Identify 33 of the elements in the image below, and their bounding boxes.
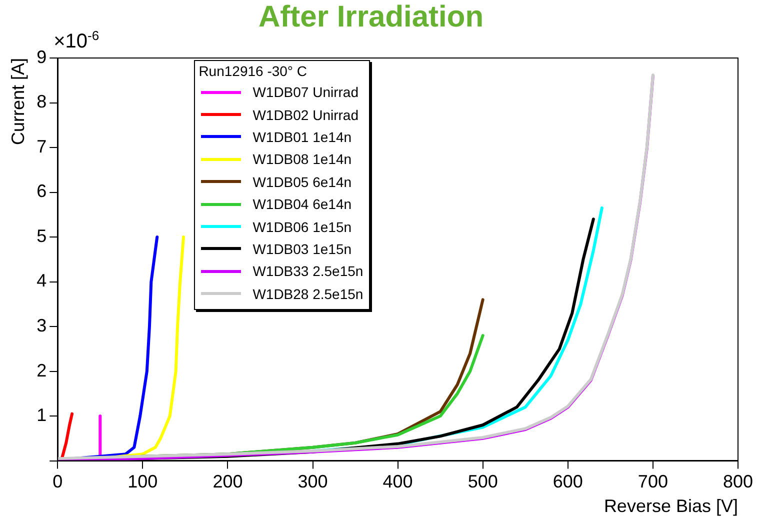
y-tick-label: 1 (36, 405, 47, 426)
x-axis-title: Reverse Bias [V] (604, 496, 738, 516)
legend-label: W1DB33 2.5e15n (252, 263, 364, 280)
y-tick-label: 7 (36, 136, 47, 156)
legend-label: W1DB07 Unirrad (252, 84, 359, 100)
text: ×10$^{-6}$ (54, 28, 100, 54)
legend-label: W1DB02 Unirrad (252, 106, 359, 123)
legend-label: W1DB28 2.5e15n (252, 286, 364, 302)
x-tick-label: 200 (212, 472, 243, 492)
legend-title: Run12916 -30° C (198, 63, 308, 79)
y-tick-label: 6 (36, 181, 47, 202)
x-tick-label: 300 (298, 472, 328, 492)
y-axis-title: Current [A] (8, 58, 28, 146)
x-tick-label: 700 (638, 472, 668, 492)
legend-label: W1DB05 6e14n (252, 174, 352, 190)
legend-label: W1DB06 1e15n (252, 218, 352, 235)
x-tick-label: 800 (722, 472, 754, 492)
y-tick-label: 4 (36, 270, 47, 291)
x-tick-label: 600 (552, 472, 583, 492)
y-tick-label: 3 (36, 316, 47, 336)
chart-title: After Irradiation (258, 0, 484, 34)
y-tick-label: 9 (36, 46, 47, 67)
legend-label: W1DB04 6e14n (252, 196, 352, 212)
x-tick-label: 100 (128, 472, 158, 492)
legend-label: W1DB03 1e15n (252, 240, 352, 257)
legend-label: W1DB08 1e14n (252, 151, 352, 168)
legend-label: W1DB01 1e14n (252, 128, 352, 145)
x-tick-label: 400 (382, 472, 413, 492)
y-tick-label: 8 (36, 92, 47, 112)
y-tick-label: 2 (36, 360, 47, 380)
x-tick-label: 500 (468, 472, 498, 492)
y-tick-label: 5 (36, 226, 47, 246)
x-tick-label: 0 (52, 472, 63, 492)
